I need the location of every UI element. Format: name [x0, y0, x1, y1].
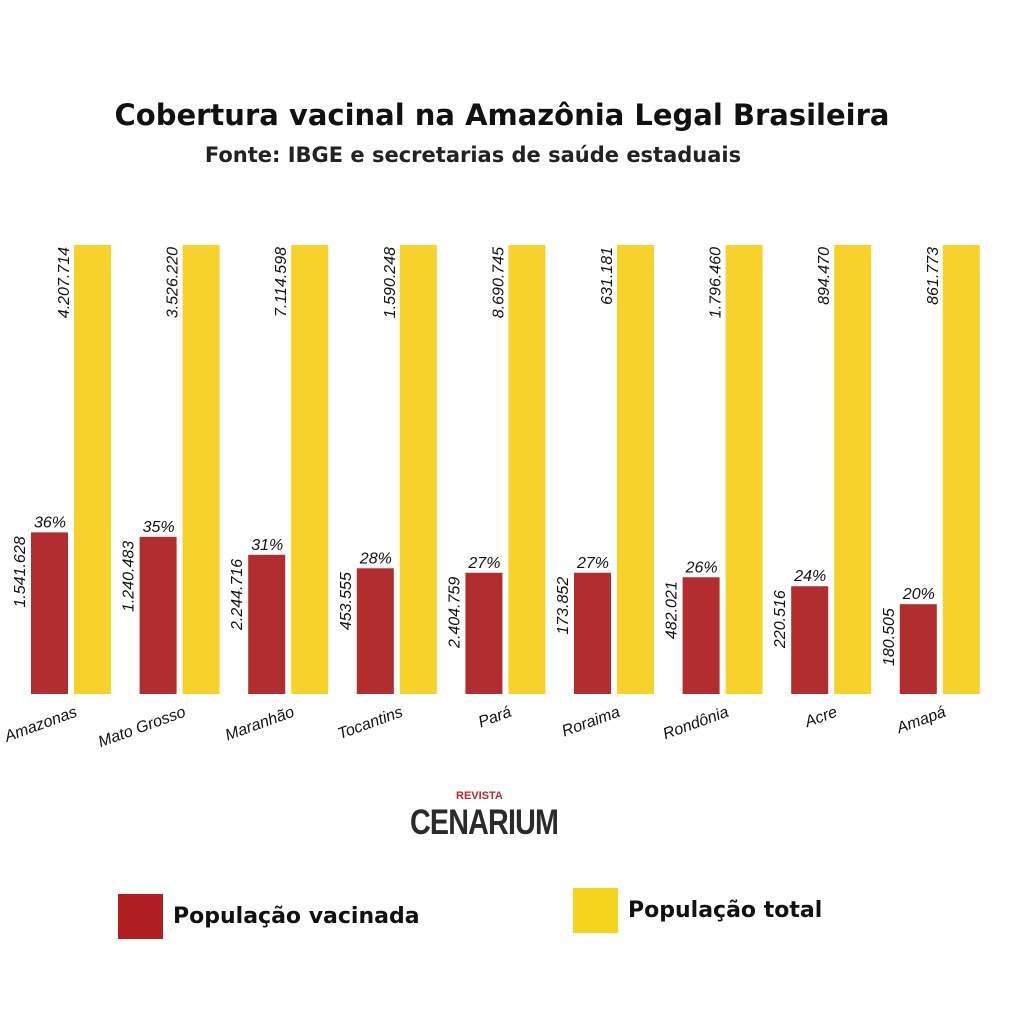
total-value-label: 894.470 [816, 247, 833, 305]
logo-main-text: CENARIUM [410, 803, 559, 842]
legend-label-total: População total [628, 898, 823, 923]
percent-label: 35% [143, 519, 175, 536]
category-label: Tocantins [336, 704, 406, 743]
bar-vaccinated [682, 577, 720, 694]
bar-vaccinated [791, 586, 829, 694]
bar-total [725, 245, 763, 694]
total-value-label: 861.773 [925, 247, 942, 305]
bar-chart: 36% 1.541.628 4.207.714 Amazonas 35% 1.240.48… [2, 245, 980, 751]
vaccinated-value-label: 1.541.628 [12, 536, 29, 607]
percent-label: 24% [793, 568, 826, 585]
chart-subtitle: Fonte: IBGE e secretarias de saúde estad… [204, 143, 742, 167]
percent-label: 27% [576, 555, 609, 572]
category-label: Pará [476, 704, 514, 732]
bar-total [942, 245, 980, 694]
legend-swatch-total [573, 888, 618, 933]
logo-top-text: REVISTA [456, 790, 503, 802]
cenarium-logo: REVISTA CENARIUM [410, 790, 580, 850]
bar-total [182, 245, 220, 694]
bar-vaccinated [356, 568, 394, 694]
bar-vaccinated [139, 536, 177, 694]
category-label: Mato Grosso [96, 704, 188, 751]
total-value-label: 1.590.248 [382, 247, 399, 318]
bar-vaccinated [899, 604, 937, 694]
bar-total [74, 245, 111, 694]
percent-label: 20% [902, 586, 935, 603]
category-label: Amapá [894, 704, 948, 738]
bar-vaccinated [574, 572, 611, 694]
legend-swatch-vaccinated [118, 894, 163, 939]
percent-label: 31% [251, 537, 283, 554]
bar-total [834, 245, 872, 694]
vaccinated-value-label: 1.240.483 [121, 541, 138, 612]
vaccinated-value-label: 2.244.716 [229, 559, 246, 631]
percent-label: 26% [685, 559, 718, 576]
total-value-label: 7.114.598 [273, 247, 290, 317]
percent-label: 36% [34, 514, 66, 531]
vaccinated-value-label: 180.505 [881, 608, 898, 666]
vaccinated-value-label: 173.852 [555, 577, 572, 635]
bar-total [617, 245, 654, 694]
bar-total [508, 245, 546, 694]
total-value-label: 631.181 [599, 247, 616, 305]
legend-item-total: População total [573, 888, 822, 933]
legend-item-vaccinated: População vacinada [118, 894, 420, 939]
total-value-label: 1.796.460 [708, 247, 725, 318]
vaccinated-value-label: 453.555 [338, 572, 355, 630]
category-label: Acre [802, 704, 840, 732]
vaccinated-value-label: 2.404.759 [446, 577, 463, 649]
percent-label: 27% [467, 555, 500, 572]
category-label: Roraima [560, 704, 623, 741]
category-label: Maranhão [223, 704, 297, 745]
total-value-label: 4.207.714 [56, 247, 73, 318]
bar-total [291, 245, 329, 694]
total-value-label: 3.526.220 [165, 247, 182, 318]
category-label: Rondônia [661, 704, 731, 743]
bar-vaccinated [31, 532, 68, 694]
chart-title: Cobertura vacinal na Amazônia Legal Bras… [114, 98, 890, 132]
vaccinated-value-label: 482.021 [664, 581, 681, 639]
bar-vaccinated [248, 554, 286, 694]
category-label: Amazonas [2, 704, 80, 746]
vaccinated-value-label: 220.516 [772, 590, 789, 649]
legend-label-vaccinated: População vacinada [173, 904, 420, 929]
bar-vaccinated [465, 572, 503, 694]
bar-total [399, 245, 437, 694]
percent-label: 28% [359, 550, 392, 567]
total-value-label: 8.690.745 [490, 247, 507, 318]
